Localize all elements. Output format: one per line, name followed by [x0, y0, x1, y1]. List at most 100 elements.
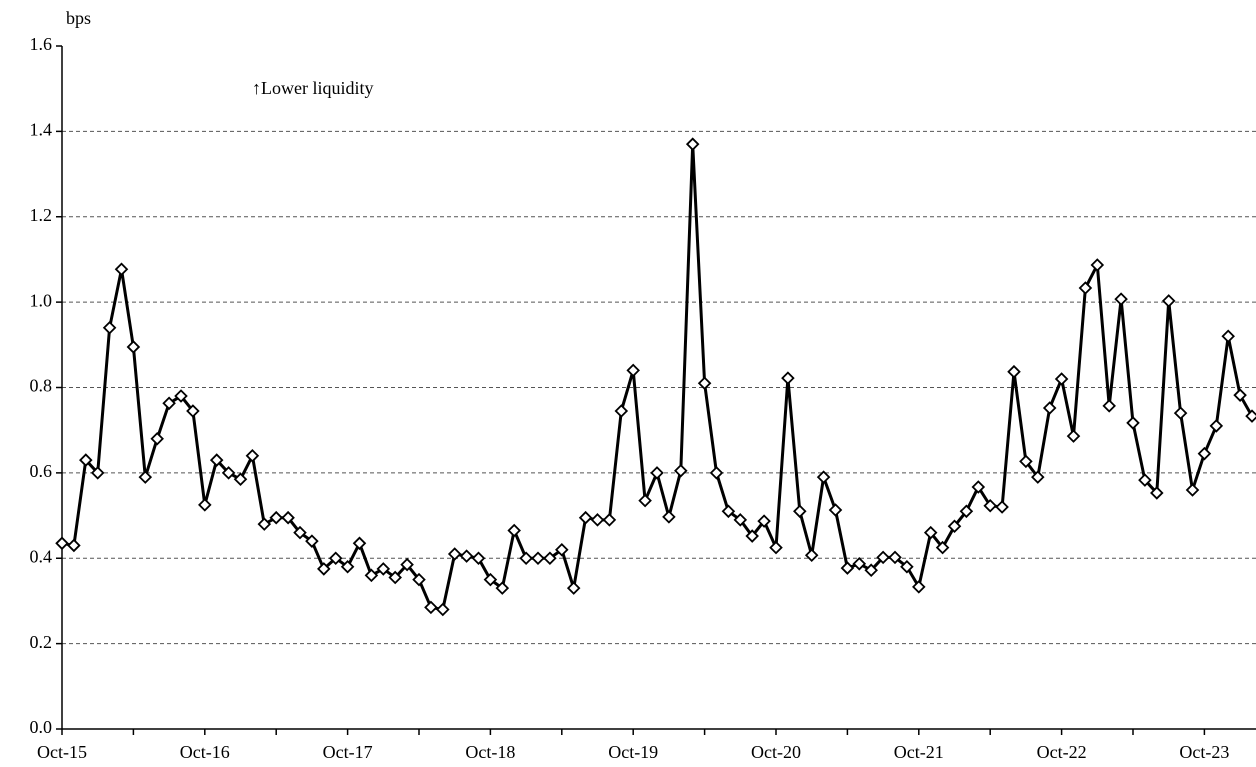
data-marker: [578, 510, 593, 525]
data-marker: [1138, 473, 1152, 487]
annotation: ↑Lower liquidity: [252, 78, 373, 98]
data-marker: [447, 547, 462, 561]
data-marker: [269, 510, 283, 525]
data-marker: [221, 466, 236, 480]
data-marker: [555, 542, 569, 557]
x-tick-label: Oct-23: [1179, 742, 1229, 762]
data-marker: [388, 570, 402, 585]
data-marker: [923, 525, 938, 540]
y-tick-label: 0.2: [30, 632, 53, 652]
data-marker: [1173, 406, 1188, 420]
data-marker: [1090, 258, 1105, 272]
data-marker: [804, 548, 819, 563]
data-marker: [531, 551, 545, 566]
data-marker: [971, 480, 986, 494]
data-marker: [781, 371, 795, 385]
data-marker: [1161, 294, 1176, 308]
data-marker: [1102, 399, 1116, 413]
data-marker: [816, 470, 831, 484]
data-marker: [1197, 446, 1212, 461]
data-marker: [888, 550, 902, 565]
data-marker: [959, 504, 974, 519]
data-marker: [1019, 454, 1033, 469]
data-marker: [459, 549, 474, 563]
data-marker: [1007, 364, 1021, 379]
data-marker: [1114, 292, 1128, 306]
y-tick-label: 0.0: [30, 717, 53, 737]
data-marker: [1233, 388, 1247, 402]
data-marker: [1209, 419, 1224, 433]
data-marker: [602, 513, 617, 527]
x-tick-label: Oct-20: [751, 742, 801, 762]
x-tick-label: Oct-16: [180, 742, 230, 762]
data-marker: [281, 510, 295, 525]
y-tick-label: 1.0: [30, 290, 53, 310]
data-marker: [769, 540, 783, 555]
data-marker: [912, 580, 926, 594]
y-tick-label: 0.8: [30, 376, 53, 396]
x-tick-label: Oct-22: [1037, 742, 1087, 762]
data-marker: [79, 453, 93, 467]
data-marker: [662, 510, 676, 524]
data-marker: [1221, 329, 1235, 344]
data-marker: [1150, 486, 1164, 500]
data-marker: [352, 536, 367, 551]
data-marker: [745, 529, 759, 543]
data-marker: [471, 551, 486, 566]
data-marker: [1126, 416, 1140, 430]
y-tick-label: 1.2: [30, 205, 53, 225]
data-marker: [245, 449, 260, 463]
data-marker: [328, 551, 343, 566]
data-marker: [102, 320, 117, 335]
data-marker: [876, 550, 890, 565]
data-marker: [186, 404, 200, 418]
data-marker: [828, 503, 843, 517]
data-marker: [852, 557, 867, 571]
y-tick-label: 1.6: [30, 34, 53, 54]
data-marker: [400, 557, 414, 572]
y-tick-label: 1.4: [30, 120, 53, 140]
data-marker: [126, 340, 141, 354]
x-tick-label: Oct-18: [465, 742, 515, 762]
data-marker: [947, 519, 962, 534]
data-marker: [257, 517, 272, 531]
data-marker: [364, 568, 379, 583]
y-tick-label: 0.6: [30, 461, 53, 481]
data-marker: [709, 466, 724, 480]
data-marker: [793, 504, 807, 519]
data-marker: [412, 572, 426, 587]
data-marker: [1078, 281, 1093, 295]
data-marker: [67, 538, 81, 553]
data-marker: [90, 466, 105, 480]
data-marker: [150, 431, 164, 446]
data-marker: [305, 534, 319, 548]
data-marker: [317, 562, 331, 576]
x-tick-label: Oct-21: [894, 742, 944, 762]
data-marker: [376, 562, 391, 576]
data-marker: [626, 363, 640, 378]
data-marker: [900, 560, 914, 574]
data-marker: [1042, 401, 1057, 415]
data-marker: [757, 514, 771, 528]
data-marker: [162, 396, 176, 411]
data-marker: [995, 500, 1009, 514]
data-marker: [55, 536, 69, 551]
data-marker: [519, 551, 533, 566]
data-marker: [543, 551, 557, 566]
data-line: [61, 142, 1254, 611]
data-marker: [697, 376, 712, 391]
data-marker: [436, 602, 450, 617]
data-marker: [650, 466, 664, 480]
data-marker: [674, 463, 688, 478]
x-tick-label: Oct-19: [608, 742, 658, 762]
data-marker: [233, 472, 248, 487]
y-axis-label: bps: [66, 8, 91, 28]
data-marker: [983, 498, 997, 513]
data-marker: [1054, 372, 1069, 386]
data-marker: [293, 525, 307, 540]
data-marker: [1185, 483, 1200, 497]
x-tick-label: Oct-15: [37, 742, 87, 762]
data-marker: [495, 581, 510, 595]
